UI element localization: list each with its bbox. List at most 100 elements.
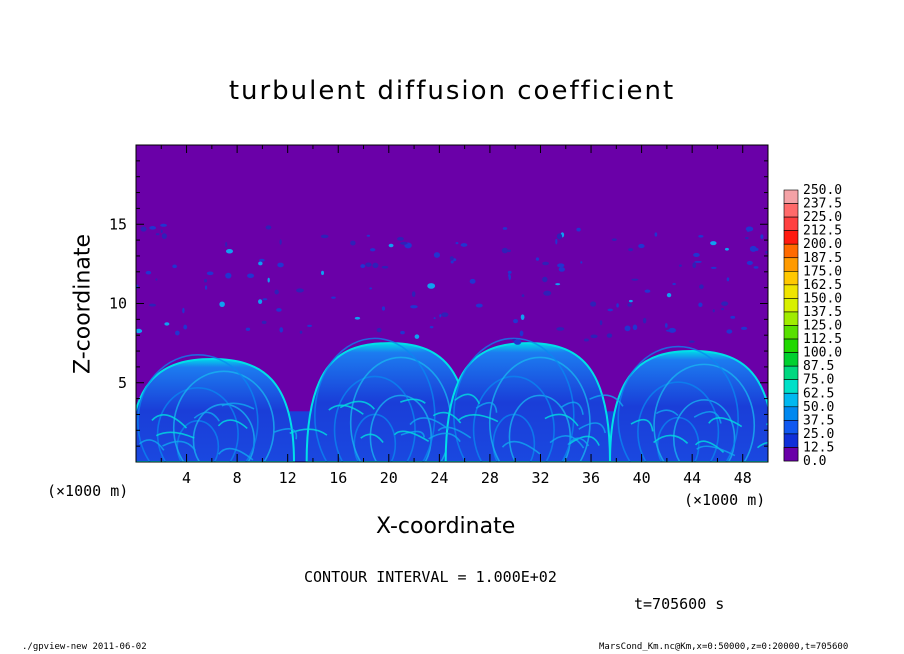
filament: [138, 439, 165, 451]
turbulent-patch: [365, 262, 372, 267]
turbulent-patch: [376, 328, 382, 333]
filament: [501, 440, 541, 455]
turbulent-patch: [225, 248, 234, 254]
turbulent-patch: [599, 320, 603, 326]
colorbar-cell: [783, 230, 799, 245]
turbulent-patch: [740, 326, 748, 330]
filament: [273, 428, 298, 440]
x-tick-label: 16: [329, 469, 347, 487]
colorbar-label: 112.5: [803, 332, 842, 347]
colorbar-cell: [783, 433, 799, 448]
turbulent-patch: [279, 327, 284, 333]
turbulent-patch: [161, 233, 167, 240]
turbulent-patch: [760, 234, 764, 239]
turbulent-patch: [206, 271, 214, 276]
plume-eddy: [172, 370, 275, 462]
filament: [400, 398, 426, 404]
turbulent-patch: [265, 225, 272, 230]
turbulent-patch: [542, 261, 549, 266]
filament: [409, 417, 450, 431]
turbulent-patch: [745, 226, 754, 232]
colorbar-label: 237.5: [803, 197, 842, 212]
turbulent-patch: [644, 289, 651, 293]
x-axis-label: X-coordinate: [376, 514, 516, 539]
turbulent-patch: [258, 258, 265, 262]
y-tick-label: 15: [109, 215, 127, 233]
turbulent-patch: [475, 303, 483, 308]
colorbar-label: 50.0: [803, 400, 834, 415]
turbulent-patch: [543, 290, 552, 296]
turbulent-patch: [204, 285, 208, 290]
x-tick-label: 32: [531, 469, 549, 487]
filament: [289, 428, 328, 436]
turbulent-patch: [276, 308, 282, 312]
colorbar-label: 125.0: [803, 319, 842, 334]
turbulent-patch: [672, 282, 676, 286]
turbulent-patch: [148, 303, 157, 307]
turbulent-patch: [678, 264, 682, 267]
turbulent-patch: [307, 324, 312, 327]
turbulent-patch: [694, 260, 702, 263]
turbulent-patch: [279, 239, 282, 245]
colorbar-label: 87.5: [803, 359, 834, 374]
turbulent-patch: [642, 317, 647, 324]
turbulent-patch: [155, 278, 158, 281]
x-tick-label: 40: [633, 469, 651, 487]
turbulent-patch: [267, 277, 270, 283]
turbulent-patch: [397, 236, 404, 241]
filament: [428, 432, 461, 443]
filament: [630, 418, 654, 432]
filament: [400, 430, 425, 438]
turbulent-patch: [381, 265, 389, 269]
turbulent-patch: [542, 276, 548, 283]
filament: [360, 433, 384, 443]
turbulent-patch: [746, 260, 753, 266]
plume-eddy: [472, 375, 555, 462]
filament: [221, 402, 255, 410]
turbulent-patch: [638, 243, 645, 249]
turbulent-patch: [688, 340, 695, 343]
plume: [444, 342, 612, 462]
colorbar-label: 212.5: [803, 224, 842, 239]
turbulent-patch: [556, 327, 565, 331]
filament: [193, 411, 220, 422]
filament: [653, 434, 689, 444]
x-tick-label: 28: [481, 469, 499, 487]
turbulent-patch: [164, 322, 170, 326]
filament: [708, 417, 743, 428]
colorbar-cell: [783, 243, 799, 259]
turbulent-patch: [449, 256, 454, 261]
turbulent-patch: [296, 288, 304, 293]
colorbar-cell: [783, 189, 799, 204]
turbulent-patch: [556, 233, 563, 240]
turbulent-patch: [520, 314, 525, 320]
turbulent-patch: [262, 298, 268, 301]
turbulent-patch: [225, 272, 232, 279]
turbulent-patch: [427, 283, 436, 289]
filament: [339, 400, 375, 410]
turbulent-patch: [519, 330, 524, 337]
colorbar-label: 162.5: [803, 278, 842, 293]
turbulent-patch: [370, 248, 376, 252]
heatmap-field: [136, 145, 768, 462]
turbulent-patch: [627, 303, 632, 307]
turbulent-patch: [624, 325, 631, 332]
colorbar: 250.0237.5225.0212.5200.0187.5175.0162.5…: [783, 183, 842, 469]
turbulent-patch: [698, 302, 703, 308]
filament: [756, 441, 768, 449]
colorbar-cell: [783, 338, 799, 353]
x-tick-label: 48: [734, 469, 752, 487]
filament: [458, 414, 499, 423]
y-axis-label: Z-coordinate: [70, 234, 96, 374]
colorbar-cell: [783, 447, 799, 462]
contour-interval-label: CONTOUR INTERVAL = 1.000E+02: [304, 568, 557, 586]
chart-title: turbulent diffusion coefficient: [228, 76, 676, 106]
turbulent-patch: [507, 270, 512, 274]
colorbar-cell: [783, 420, 799, 435]
turbulent-patch: [590, 334, 598, 339]
filament: [393, 430, 430, 443]
turbulent-patch: [699, 284, 704, 289]
colorbar-label: 75.0: [803, 373, 834, 388]
filament: [567, 437, 590, 447]
turbulent-patch: [501, 247, 509, 254]
